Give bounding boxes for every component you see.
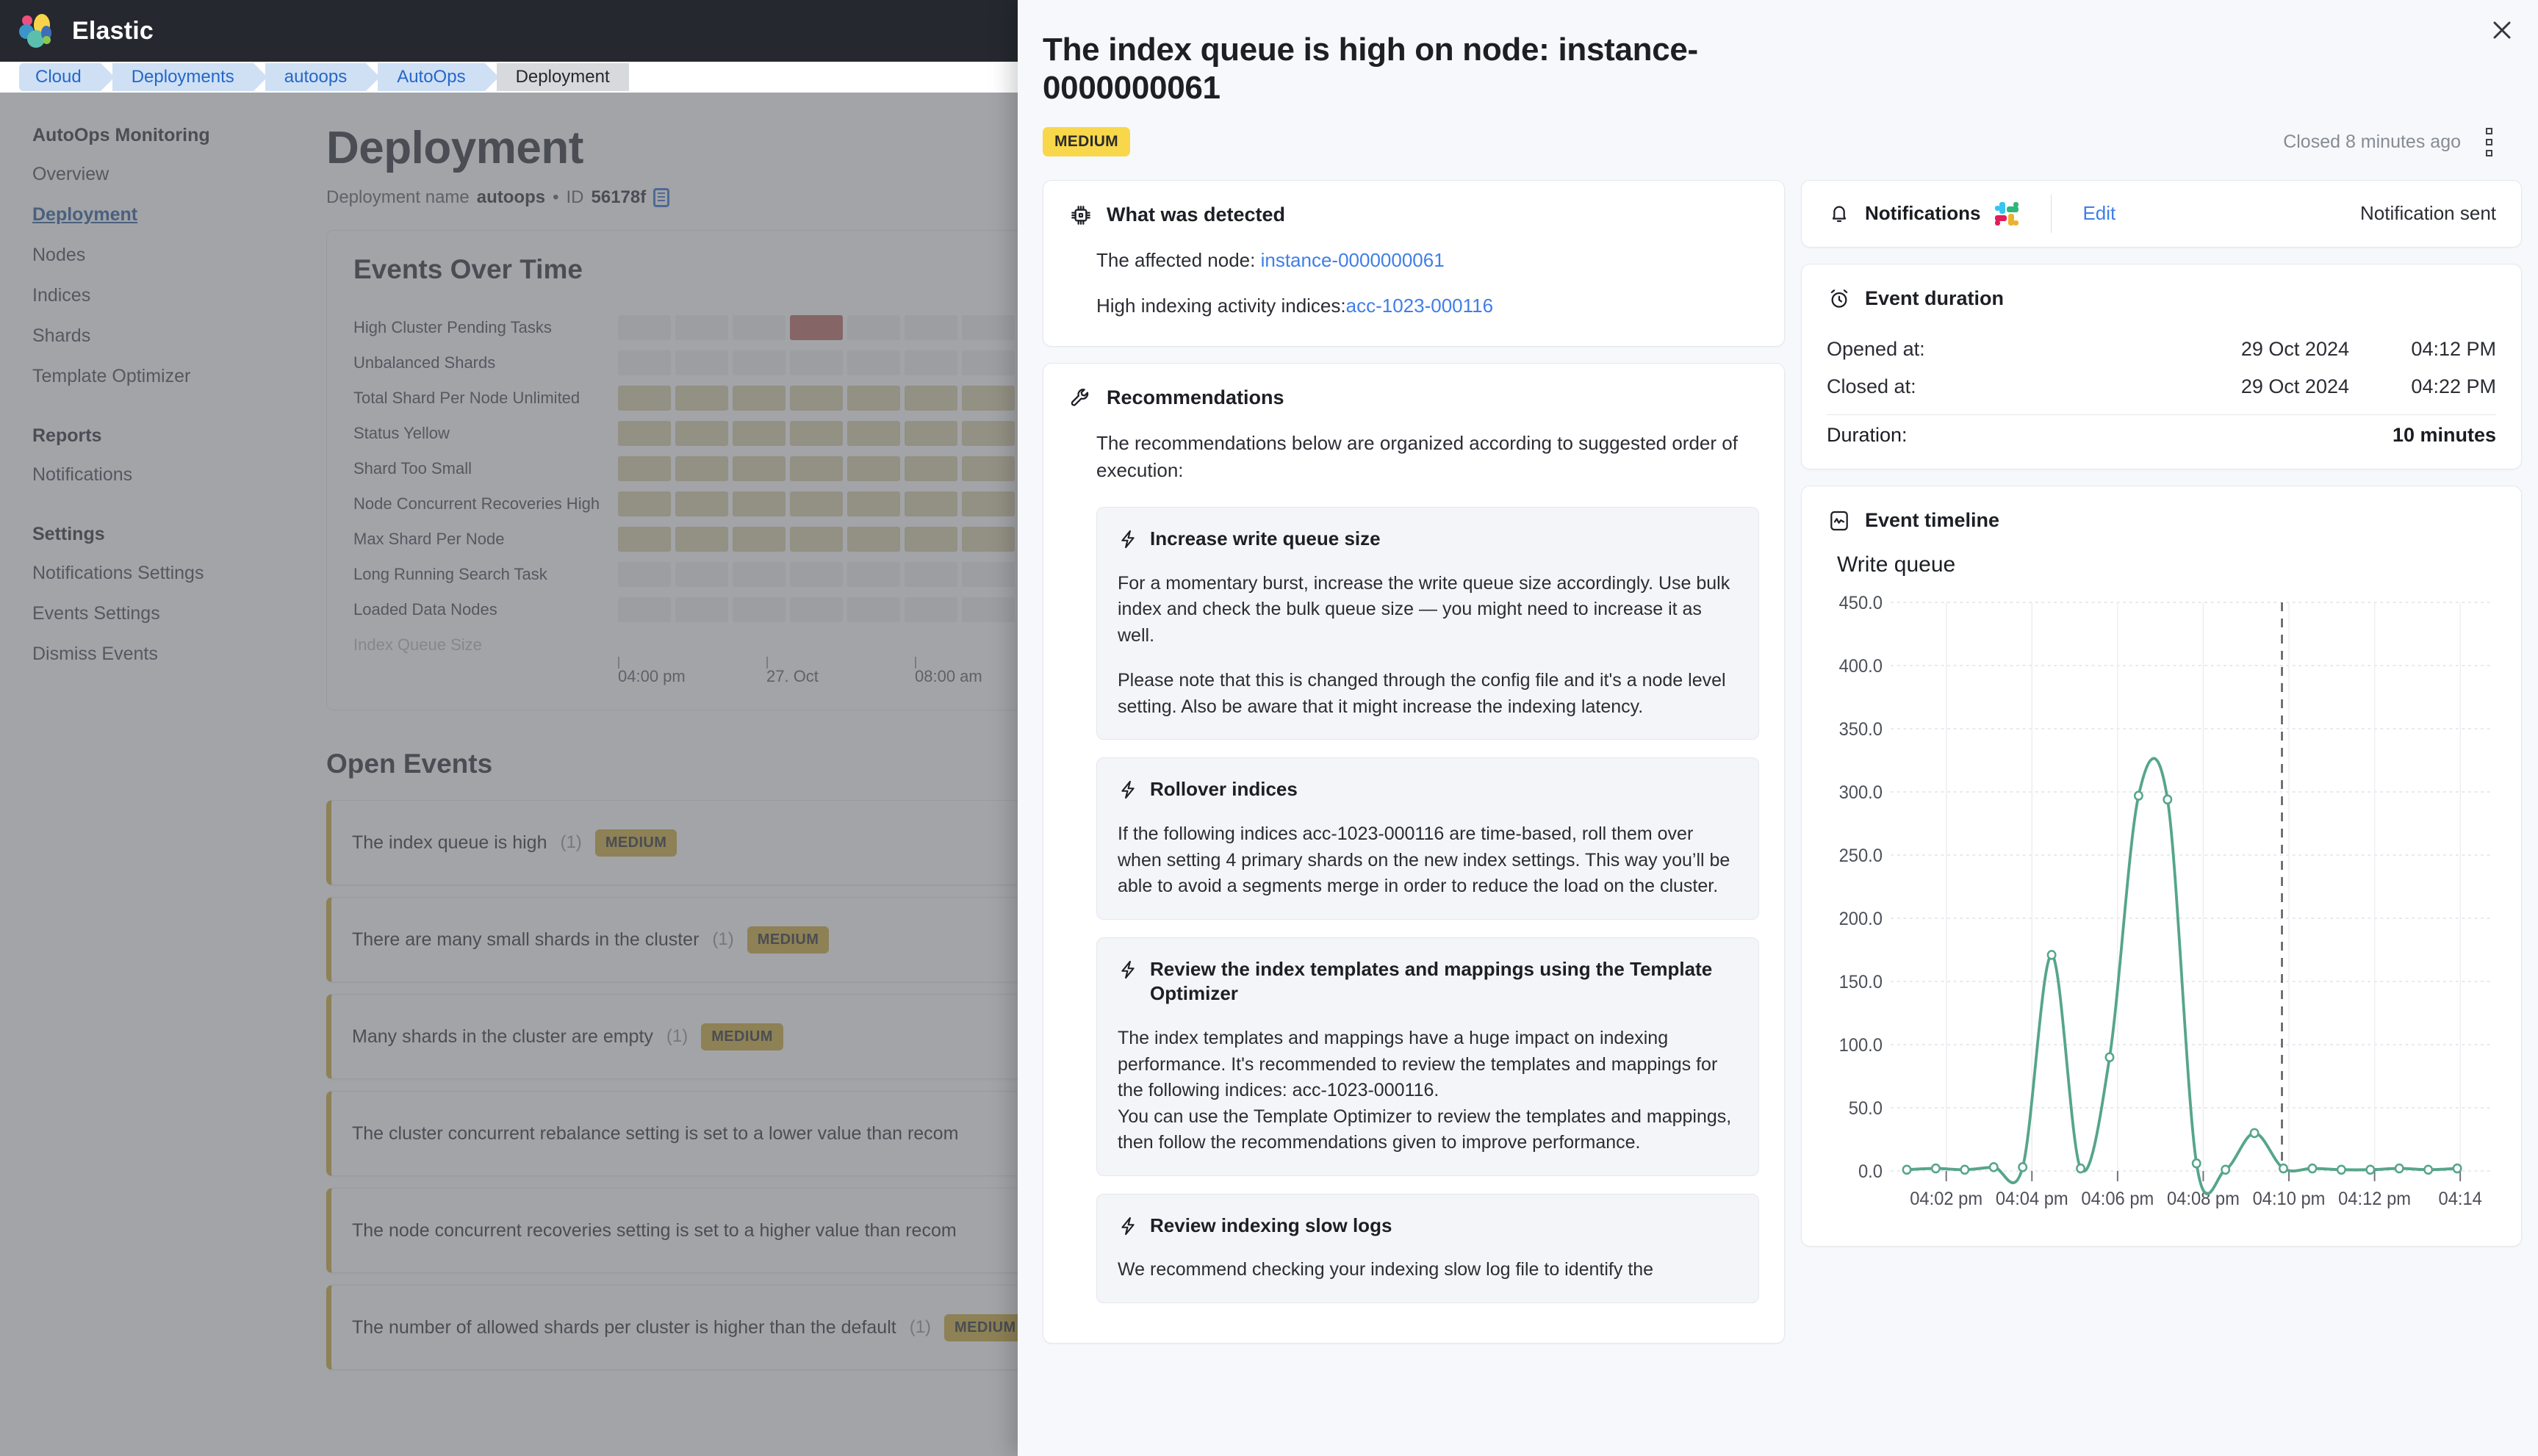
opened-at-date: 29 Oct 2024 (2240, 337, 2349, 360)
recommendation-item: Review indexing slow logs We recommend ch… (1096, 1193, 1759, 1303)
duration-value: 10 minutes (2392, 423, 2496, 446)
recommendation-item: Increase write queue size For a momentary… (1096, 506, 1759, 740)
svg-text:350.0: 350.0 (1839, 719, 1883, 740)
svg-text:250.0: 250.0 (1839, 846, 1883, 866)
recommendation-title: Review the index templates and mappings … (1150, 957, 1713, 1005)
chip-icon (1068, 203, 1093, 228)
svg-text:50.0: 50.0 (1849, 1098, 1883, 1119)
recommendation-header: Review the index templates and mappings … (1118, 957, 1738, 1007)
timeline-icon (1827, 508, 1852, 533)
what-was-detected-heading: What was detected (1107, 203, 1286, 226)
closed-ago-text: Closed 8 minutes ago (2283, 131, 2461, 152)
svg-text:400.0: 400.0 (1839, 656, 1883, 677)
recommendation-header: Rollover indices (1118, 777, 1738, 802)
svg-text:04:14: 04:14 (2439, 1189, 2482, 1209)
brand-name: Elastic (72, 16, 154, 45)
opened-at-time: 04:12 PM (2411, 337, 2496, 360)
what-was-detected-card: What was detected The affected node: ins… (1043, 179, 1785, 347)
high-indexing-indices-line: High indexing activity indices:acc-1023-… (1096, 292, 1759, 319)
recommendation-header: Review indexing slow logs (1118, 1214, 1738, 1239)
bell-icon (1827, 201, 1852, 226)
breadcrumb-deployments[interactable]: Deployments (112, 63, 267, 91)
event-timeline-heading: Event timeline (1865, 509, 2000, 532)
edit-notifications-link[interactable]: Edit (2082, 202, 2116, 225)
svg-text:04:12 pm: 04:12 pm (2338, 1189, 2411, 1209)
notification-status: Notification sent (2360, 202, 2496, 225)
bolt-icon (1118, 1215, 1138, 1237)
recommendations-card: Recommendations The recommendations belo… (1043, 362, 1785, 1344)
recommendation-paragraph: The index templates and mappings have a … (1118, 1028, 1732, 1153)
more-vertical-icon[interactable] (2481, 123, 2497, 161)
recommendation-title: Rollover indices (1150, 778, 1298, 801)
recommendations-heading: Recommendations (1107, 386, 1284, 409)
recommendation-paragraph: If the following indices acc-1023-000116… (1118, 823, 1730, 897)
recommendation-title: Increase write queue size (1150, 527, 1381, 549)
opened-at-row: Opened at: 29 Oct 2024 04:12 PM (1827, 331, 2496, 368)
wrench-icon (1068, 386, 1093, 411)
write-queue-chart: 0.0 50.0 100.0 150.0 200.0 250.0 300.0 350.0 400… (1827, 589, 2496, 1228)
recommendation-paragraph: We recommend checking your indexing slow… (1118, 1259, 1654, 1280)
high-indexing-label: High indexing activity indices: (1096, 295, 1346, 317)
event-detail-flyout: The index queue is high on node: instanc… (1018, 0, 2538, 1456)
opened-at-label: Opened at: (1827, 337, 1925, 360)
svg-text:100.0: 100.0 (1839, 1035, 1883, 1056)
svg-text:0.0: 0.0 (1858, 1161, 1883, 1182)
svg-text:04:04 pm: 04:04 pm (1996, 1189, 2068, 1209)
affected-node-link[interactable]: instance-0000000061 (1260, 248, 1445, 271)
close-icon[interactable] (2484, 12, 2520, 48)
high-indexing-index-link[interactable]: acc-1023-000116 (1345, 295, 1494, 317)
closed-at-row: Closed at: 29 Oct 2024 04:22 PM (1827, 368, 2496, 406)
flyout-title: The index queue is high on node: instanc… (1043, 32, 1698, 106)
bolt-icon (1118, 779, 1138, 801)
divider (2051, 194, 2052, 233)
status-badge: MEDIUM (1043, 127, 1130, 157)
event-duration-heading: Event duration (1865, 287, 2005, 310)
svg-text:450.0: 450.0 (1839, 593, 1883, 613)
flyout-header: The index queue is high on node: instanc… (1018, 0, 2538, 161)
flyout-right-column: Notifications Edit Notification sent (1801, 179, 2522, 1456)
recommendation-paragraph: For a momentary burst, increase the writ… (1118, 572, 1730, 646)
slack-icon (1994, 201, 2020, 227)
svg-text:150.0: 150.0 (1839, 972, 1883, 992)
notifications-card: Notifications Edit Notification sent (1801, 179, 2522, 248)
divider (1827, 414, 2496, 415)
recommendation-paragraph: Please note that this is changed through… (1118, 670, 1726, 717)
recommendation-item: Review the index templates and mappings … (1096, 937, 1759, 1176)
closed-at-date: 29 Oct 2024 (2240, 375, 2349, 397)
svg-text:04:02 pm: 04:02 pm (1910, 1189, 1982, 1209)
closed-at-time: 04:22 PM (2411, 375, 2496, 397)
recommendation-item: Rollover indices If the following indices… (1096, 757, 1759, 920)
elastic-logo-icon (19, 14, 53, 48)
bolt-icon (1118, 959, 1138, 981)
svg-text:04:10 pm: 04:10 pm (2253, 1189, 2326, 1209)
notifications-label: Notifications (1865, 202, 1981, 225)
svg-text:300.0: 300.0 (1839, 782, 1883, 803)
breadcrumb-autoops[interactable]: autoops (265, 63, 381, 91)
affected-node-line: The affected node: instance-0000000061 (1096, 247, 1759, 273)
duration-row: Duration: 10 minutes (1827, 424, 2496, 447)
modal-backdrop[interactable] (0, 93, 1018, 1456)
event-duration-card: Event duration Opened at: 29 Oct 2024 04… (1801, 263, 2522, 469)
event-timeline-card: Event timeline Write queue 0.0 50.0 100.0 1… (1801, 485, 2522, 1247)
recommendation-items: Increase write queue size For a momentary… (1068, 506, 1759, 1303)
closed-at-label: Closed at: (1827, 375, 1916, 397)
duration-label: Duration: (1827, 423, 1908, 446)
recommendations-intro: The recommendations below are organized … (1096, 431, 1738, 482)
breadcrumb-autoops-app[interactable]: AutoOps (378, 63, 500, 91)
flyout-meta-row: MEDIUM Closed 8 minutes ago (1043, 123, 2497, 161)
recommendation-header: Increase write queue size (1118, 527, 1738, 552)
svg-text:200.0: 200.0 (1839, 909, 1883, 929)
breadcrumb-cloud[interactable]: Cloud (19, 63, 115, 91)
flyout-left-column: What was detected The affected node: ins… (1043, 179, 1785, 1456)
svg-text:04:06 pm: 04:06 pm (2081, 1189, 2154, 1209)
bolt-icon (1118, 528, 1138, 550)
affected-node-label: The affected node: (1096, 248, 1261, 271)
breadcrumb-deployment: Deployment (496, 63, 629, 91)
recommendation-title: Review indexing slow logs (1150, 1214, 1392, 1236)
chart-title: Write queue (1837, 552, 1956, 577)
alarm-clock-icon (1827, 286, 1852, 311)
flyout-body: What was detected The affected node: ins… (1018, 161, 2538, 1456)
